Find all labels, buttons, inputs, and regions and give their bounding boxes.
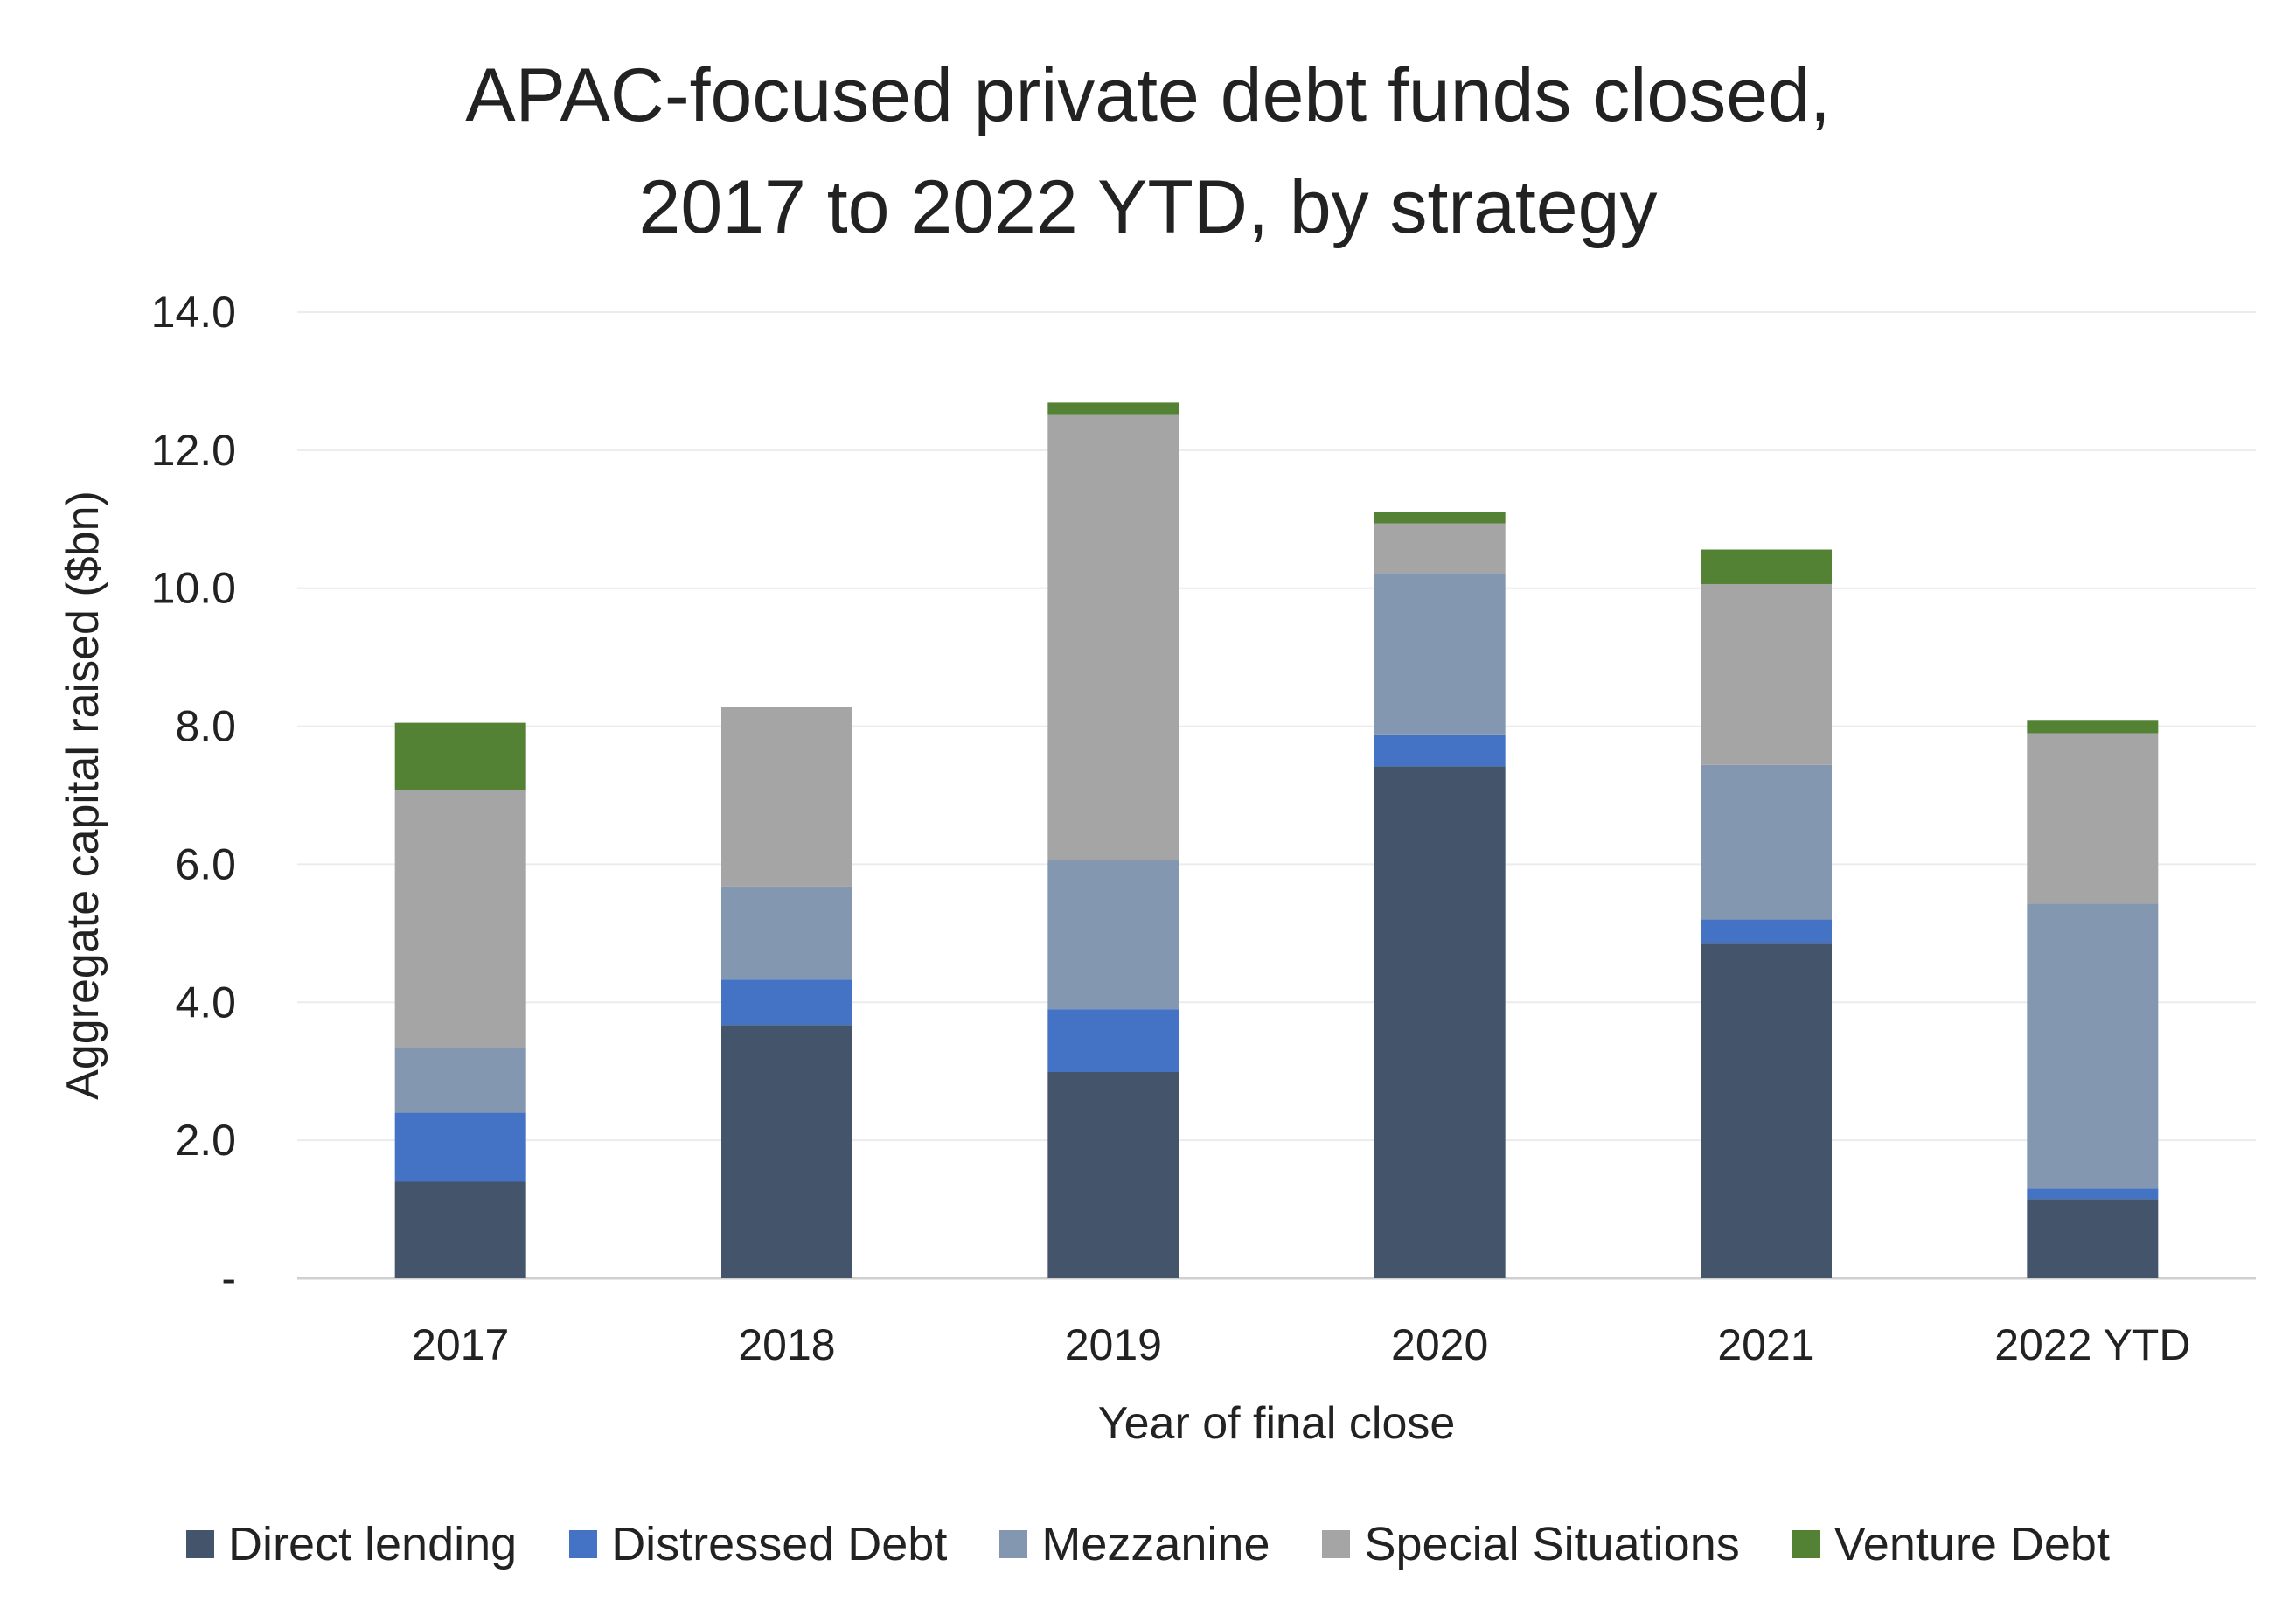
bar-segment xyxy=(394,790,526,1048)
x-tick-label: 2021 xyxy=(1717,1320,1814,1369)
chart-title-line-1: APAC-focused private debt funds closed, xyxy=(465,53,1831,137)
bar-segment xyxy=(1047,860,1179,1010)
bar-segment xyxy=(1701,549,1832,584)
legend-label: Special Situations xyxy=(1364,1518,1740,1570)
bar-segment xyxy=(1047,402,1179,415)
bar-segment xyxy=(1047,1009,1179,1073)
bar-segment xyxy=(2027,1188,2159,1200)
y-tick-label: - xyxy=(221,1254,236,1303)
bar-segment xyxy=(1047,1072,1179,1278)
legend-label: Venture Debt xyxy=(1833,1518,2110,1570)
gridlines xyxy=(297,311,2256,1280)
bar-segment xyxy=(1701,943,1832,1278)
y-tick-labels: - 2.0 4.0 6.0 8.0 10.0 12.0 14.0 xyxy=(151,288,236,1303)
x-tick-label: 2017 xyxy=(412,1320,509,1369)
bars xyxy=(394,402,2159,1278)
y-tick-label: 6.0 xyxy=(175,839,236,888)
bar-segment xyxy=(394,1112,526,1182)
bar-segment xyxy=(721,1025,852,1278)
bar-segment xyxy=(394,1181,526,1278)
bar-segment xyxy=(1047,414,1179,860)
bar-segment xyxy=(1701,583,1832,765)
bar-segment xyxy=(1374,734,1506,767)
y-tick-label: 12.0 xyxy=(151,426,236,475)
bar-segment xyxy=(1701,764,1832,920)
bar-segment xyxy=(2027,1199,2159,1278)
y-tick-label: 2.0 xyxy=(175,1116,236,1165)
legend-swatch xyxy=(186,1530,215,1558)
bar-segment xyxy=(2027,720,2159,734)
y-tick-label: 8.0 xyxy=(175,702,236,751)
bar-segment xyxy=(1701,919,1832,944)
bar-segment xyxy=(1374,573,1506,735)
y-tick-label: 14.0 xyxy=(151,288,236,337)
y-axis-title: Aggregate capital raised ($bn) xyxy=(58,491,108,1100)
x-axis-title: Year of final close xyxy=(1098,1398,1456,1449)
bar-segment xyxy=(2027,733,2159,904)
x-tick-label: 2020 xyxy=(1391,1320,1488,1369)
bar-segment xyxy=(394,722,526,790)
bar-segment xyxy=(721,707,852,887)
x-tick-label: 2018 xyxy=(738,1320,835,1369)
legend-label: Direct lending xyxy=(228,1518,518,1570)
x-tick-labels: 2017 2018 2019 2020 2021 2022 YTD xyxy=(412,1320,2190,1369)
legend-label: Mezzanine xyxy=(1041,1518,1270,1570)
legend-swatch xyxy=(1792,1530,1820,1558)
bar-segment xyxy=(721,979,852,1026)
legend-item: Venture Debt xyxy=(1792,1517,2110,1571)
legend-item: Distressed Debt xyxy=(569,1517,947,1571)
bar-segment xyxy=(1374,512,1506,524)
y-tick-label: 10.0 xyxy=(151,564,236,613)
legend-item: Mezzanine xyxy=(999,1517,1270,1571)
legend-label: Distressed Debt xyxy=(611,1518,948,1570)
legend-swatch xyxy=(569,1530,598,1558)
legend-swatch xyxy=(1322,1530,1351,1558)
legend: Direct lending Distressed Debt Mezzanine Sp… xyxy=(0,1517,2296,1571)
bar-segment xyxy=(721,886,852,980)
bar-segment xyxy=(394,1047,526,1113)
legend-item: Special Situations xyxy=(1322,1517,1740,1571)
bar-segment xyxy=(2027,903,2159,1189)
bar-segment xyxy=(1374,523,1506,574)
x-tick-label: 2022 YTD xyxy=(1994,1320,2190,1369)
bar-segment xyxy=(1374,766,1506,1278)
legend-swatch xyxy=(999,1530,1028,1558)
legend-item: Direct lending xyxy=(186,1517,517,1571)
x-tick-label: 2019 xyxy=(1065,1320,1162,1369)
y-tick-label: 4.0 xyxy=(175,978,236,1027)
chart-title-line-2: 2017 to 2022 YTD, by strategy xyxy=(638,165,1658,249)
